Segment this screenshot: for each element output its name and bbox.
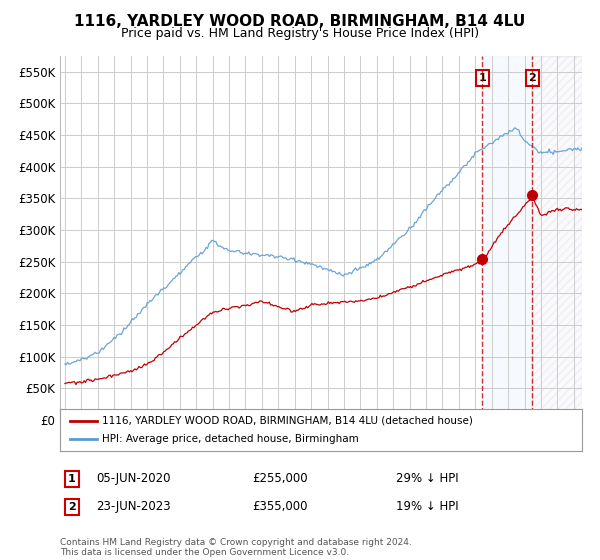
- Text: 1116, YARDLEY WOOD ROAD, BIRMINGHAM, B14 4LU (detached house): 1116, YARDLEY WOOD ROAD, BIRMINGHAM, B14…: [102, 416, 473, 426]
- Text: 19% ↓ HPI: 19% ↓ HPI: [396, 500, 458, 514]
- Text: HPI: Average price, detached house, Birmingham: HPI: Average price, detached house, Birm…: [102, 434, 359, 444]
- Text: 23-JUN-2023: 23-JUN-2023: [96, 500, 170, 514]
- Text: 1116, YARDLEY WOOD ROAD, BIRMINGHAM, B14 4LU: 1116, YARDLEY WOOD ROAD, BIRMINGHAM, B14…: [74, 14, 526, 29]
- Text: Price paid vs. HM Land Registry's House Price Index (HPI): Price paid vs. HM Land Registry's House …: [121, 27, 479, 40]
- Bar: [532, 56, 582, 420]
- Bar: [532, 56, 582, 420]
- Text: 05-JUN-2020: 05-JUN-2020: [96, 472, 170, 486]
- Text: Contains HM Land Registry data © Crown copyright and database right 2024.
This d: Contains HM Land Registry data © Crown c…: [60, 538, 412, 557]
- Bar: [482, 56, 532, 420]
- Text: 29% ↓ HPI: 29% ↓ HPI: [396, 472, 458, 486]
- Text: 1: 1: [478, 73, 486, 83]
- Text: 1: 1: [68, 474, 76, 484]
- Text: 2: 2: [529, 73, 536, 83]
- Text: 2: 2: [68, 502, 76, 512]
- Text: £255,000: £255,000: [252, 472, 308, 486]
- Text: £355,000: £355,000: [252, 500, 308, 514]
